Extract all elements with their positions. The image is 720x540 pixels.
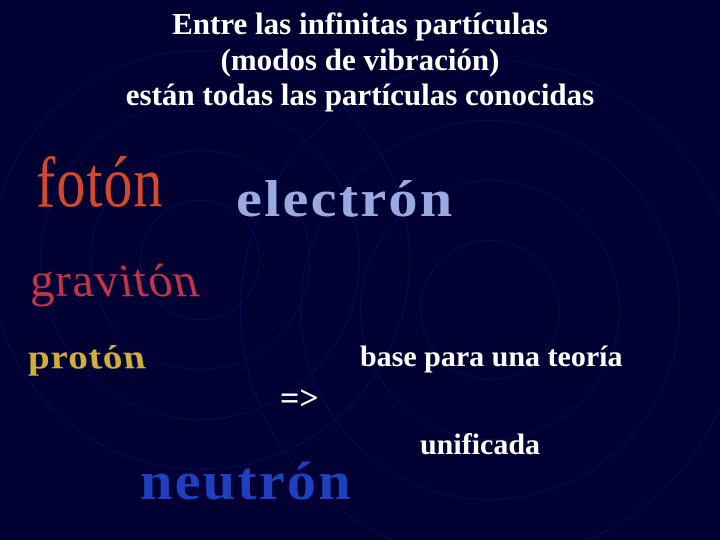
implies-arrow: => [280, 380, 319, 418]
title-line-3: están todas las partículas conocidas [0, 77, 720, 113]
particle-foton: fotón [36, 140, 163, 224]
particle-neutron: neutrón [140, 450, 353, 512]
title-line-2: (modos de vibración) [0, 42, 720, 78]
title-block: Entre las infinitas partículas (modos de… [0, 0, 720, 113]
conclusion-line-1: base para una teoría [360, 340, 623, 374]
particle-graviton: gravitón [30, 254, 205, 308]
particle-electron: electrón [236, 170, 454, 229]
particle-proton: protón [28, 338, 149, 377]
title-line-1: Entre las infinitas partículas [0, 6, 720, 42]
conclusion-line-2: unificada [420, 428, 540, 462]
